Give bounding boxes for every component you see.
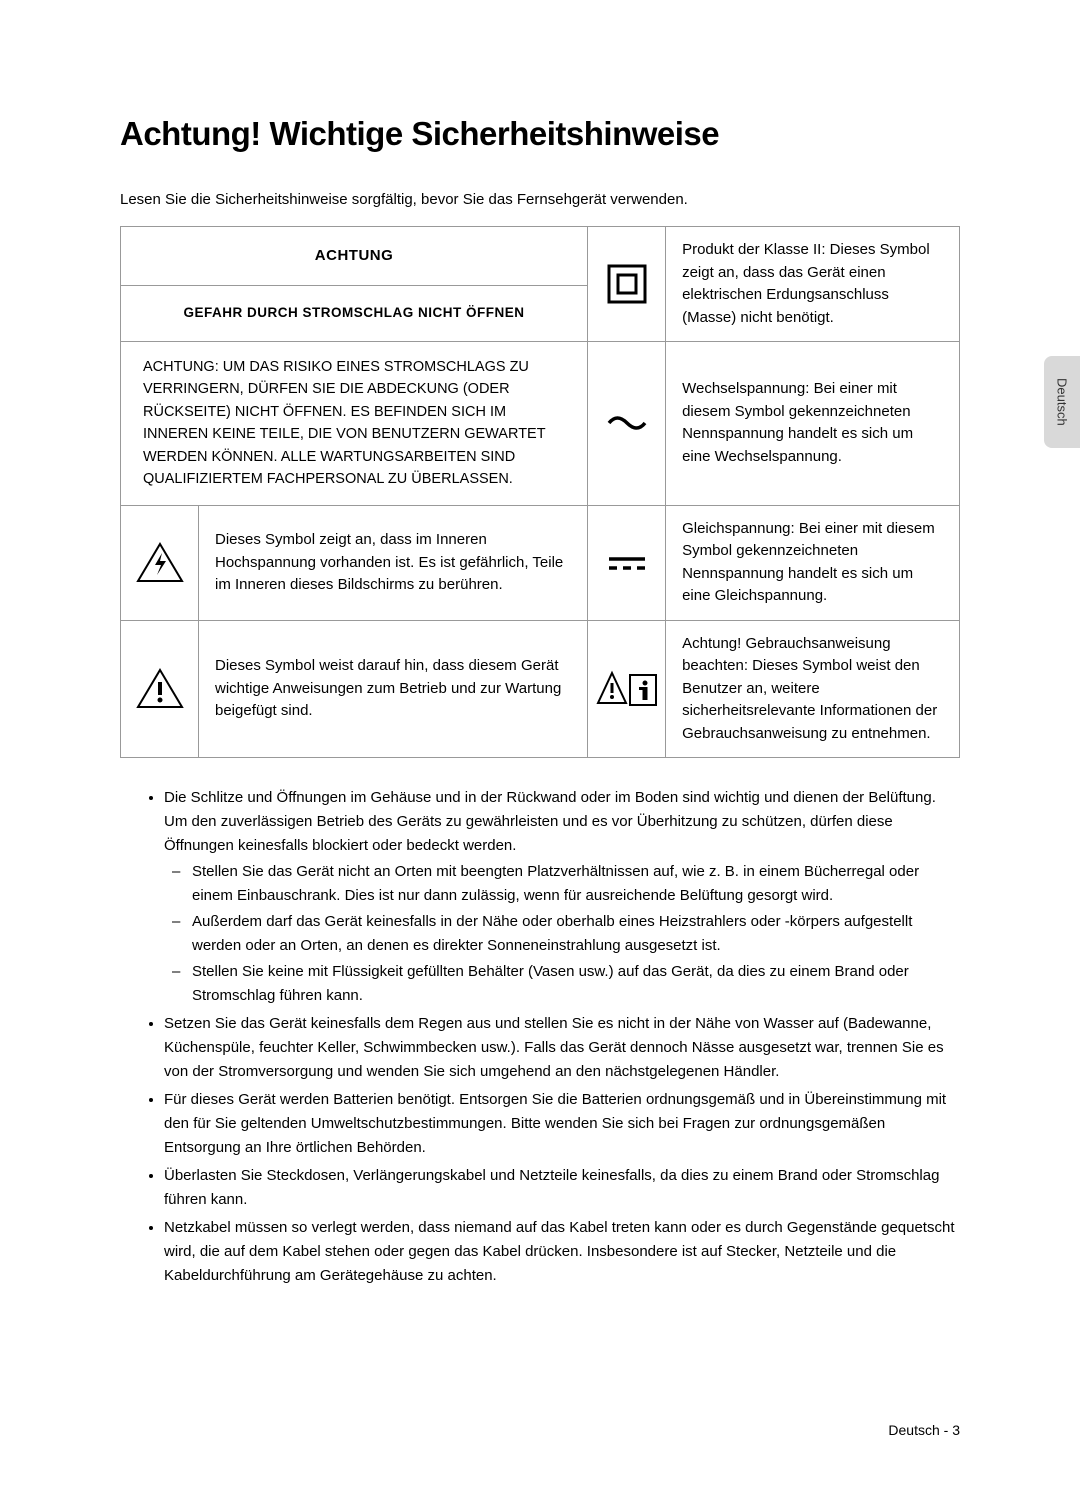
sub-list-item: Stellen Sie das Gerät nicht an Orten mit…: [192, 860, 960, 908]
shock-icon: [121, 505, 199, 620]
dc-text: Gleichspannung: Bei einer mit diesem Sym…: [666, 505, 960, 620]
sub-list-item: Außerdem darf das Gerät keinesfalls in d…: [192, 910, 960, 958]
page-title: Achtung! Wichtige Sicherheitshinweise: [120, 115, 960, 153]
list-item: Netzkabel müssen so verlegt werden, dass…: [164, 1216, 960, 1288]
header-gefahr: GEFAHR DURCH STROMSCHLAG NICHT ÖFFNEN: [121, 285, 588, 341]
class2-icon: [588, 227, 666, 342]
exclaim-icon: [121, 620, 199, 758]
list-item: Überlasten Sie Steckdosen, Verlängerungs…: [164, 1164, 960, 1212]
intro-text: Lesen Sie die Sicherheitshinweise sorgfä…: [120, 191, 960, 208]
exclaim-text: Dieses Symbol weist darauf hin, dass die…: [199, 620, 588, 758]
class2-text: Produkt der Klasse II: Dieses Symbol zei…: [666, 227, 960, 342]
warning-text: ACHTUNG: UM DAS RISIKO EINES STROMSCHLAG…: [121, 342, 588, 506]
list-item: Die Schlitze und Öffnungen im Gehäuse un…: [164, 786, 960, 1008]
list-item: Für dieses Gerät werden Batterien benöti…: [164, 1088, 960, 1160]
bullet-list: Die Schlitze und Öffnungen im Gehäuse un…: [120, 786, 960, 1288]
header-achtung: ACHTUNG: [121, 227, 588, 286]
ac-icon: [588, 342, 666, 506]
language-tab-label: Deutsch: [1055, 378, 1070, 426]
manual-text: Achtung! Gebrauchsanweisung beachten: Di…: [666, 620, 960, 758]
safety-table: ACHTUNG Produkt der Klasse II: Dieses Sy…: [120, 226, 960, 758]
dc-icon: [588, 505, 666, 620]
list-item: Setzen Sie das Gerät keinesfalls dem Reg…: [164, 1012, 960, 1084]
sub-list-item: Stellen Sie keine mit Flüssigkeit gefüll…: [192, 960, 960, 1008]
language-tab: Deutsch: [1044, 356, 1080, 448]
page-footer: Deutsch - 3: [888, 1422, 960, 1438]
ac-text: Wechselspannung: Bei einer mit diesem Sy…: [666, 342, 960, 506]
manual-icon: [588, 620, 666, 758]
shock-text: Dieses Symbol zeigt an, dass im Inneren …: [199, 505, 588, 620]
